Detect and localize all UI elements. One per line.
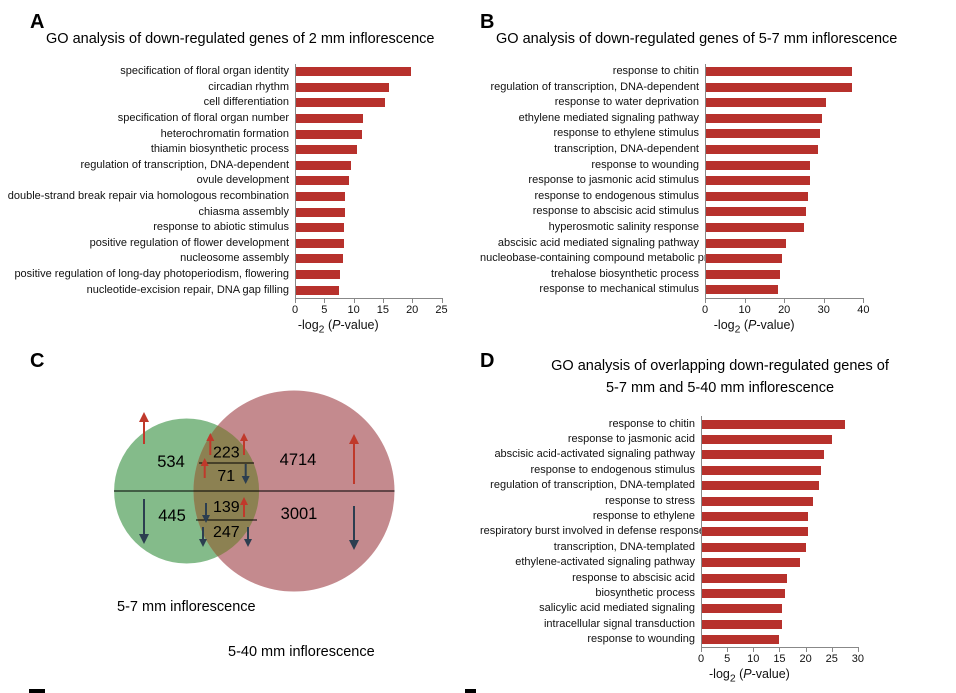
svg-text:3001: 3001: [281, 505, 318, 523]
svg-text:4714: 4714: [280, 451, 317, 469]
svg-text:5-7 mm inflorescence: 5-7 mm inflorescence: [117, 599, 256, 615]
svg-text:223: 223: [213, 444, 240, 461]
svg-text:5-40 mm inflorescence: 5-40 mm inflorescence: [228, 644, 375, 660]
svg-text:139: 139: [213, 499, 240, 516]
svg-text:247: 247: [213, 524, 240, 541]
svg-text:71: 71: [217, 468, 235, 485]
svg-text:534: 534: [157, 453, 185, 471]
svg-text:445: 445: [158, 507, 186, 525]
